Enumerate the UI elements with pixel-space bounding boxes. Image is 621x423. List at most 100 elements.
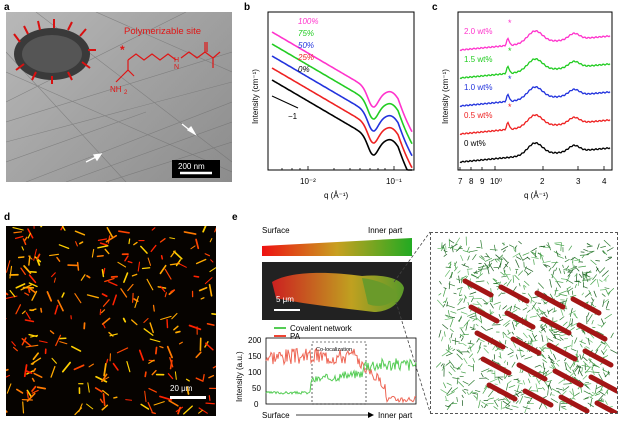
- fiber-streak: [58, 244, 70, 250]
- fiber-streak: [86, 274, 91, 279]
- fiber-streak: [6, 409, 8, 413]
- fiber-streak: [28, 282, 38, 288]
- fiber-streak: [170, 250, 176, 258]
- panel-c-xtick-3: 3: [576, 177, 581, 186]
- pa-fiber-rod: [522, 388, 554, 408]
- panel-b-curve-2: [271, 55, 413, 157]
- fiber-streak: [20, 267, 26, 276]
- profile-axis-right: Inner part: [378, 411, 413, 420]
- fiber-streak: [151, 411, 157, 415]
- panel-b-xtick-1: 10⁻²: [300, 177, 316, 186]
- fiber-streak: [138, 349, 145, 361]
- colocalization-label: Co-localization: [316, 347, 352, 353]
- fiber-streak: [127, 260, 133, 264]
- fiber-streak: [106, 358, 109, 364]
- fiber-streak: [6, 374, 11, 378]
- fiber-streak: [125, 399, 132, 401]
- fiber-streak: [96, 255, 104, 258]
- gradient-left-label: Surface: [262, 226, 290, 235]
- fiber-streak: [133, 241, 138, 246]
- fiber-streak: [140, 245, 148, 254]
- fiber-streak: [57, 299, 64, 312]
- fiber-streak: [112, 294, 117, 306]
- fiber-streak: [76, 261, 80, 271]
- fiber-streak: [36, 386, 47, 390]
- panel-b-series-label-0: 100%: [298, 17, 318, 26]
- fiber-streak: [74, 407, 83, 416]
- fiber-streak: [97, 238, 107, 241]
- fiber-streak: [61, 361, 71, 373]
- fiber-streak: [137, 261, 141, 272]
- panel-c-xtick-2: 2: [540, 177, 545, 186]
- fiber-streak: [174, 371, 177, 380]
- panel-c-xtick-1: 10⁰: [490, 177, 502, 186]
- fiber-streak: [23, 265, 32, 274]
- fiber-streak: [169, 237, 176, 240]
- profile-ytick-100: 100: [248, 368, 262, 377]
- fiber-streak: [91, 248, 95, 258]
- fiber-streak: [134, 295, 139, 308]
- fiber-streak: [104, 277, 115, 283]
- panel-b-xlabel: q (Å⁻¹): [324, 191, 349, 200]
- svg-text:N: N: [174, 64, 179, 71]
- panel-b-series-labels: 100% 75% 50% 25% 0%: [297, 17, 318, 74]
- fiber-streak: [27, 232, 31, 239]
- fiber-streak: [26, 389, 33, 398]
- fiber-streak: [32, 367, 37, 373]
- fiber-streak: [24, 292, 30, 296]
- fiber-streak: [198, 407, 208, 414]
- fiber-streak: [151, 227, 156, 231]
- fiber-streak: [159, 285, 166, 293]
- fiber-streak: [148, 387, 157, 393]
- pa-fiber-rod: [546, 342, 578, 362]
- panel-a-scalebar: 200 nm: [178, 162, 205, 171]
- panel-c-curve-1: [459, 58, 611, 80]
- fiber-streak: [173, 325, 179, 331]
- panel-c-frame: [457, 11, 613, 171]
- fiber-streak: [61, 226, 66, 231]
- fiber-streak: [21, 310, 26, 315]
- fiber-streak: [141, 267, 151, 270]
- fiber-streak: [21, 337, 27, 346]
- fiber-streak: [25, 344, 39, 348]
- pa-fiber-rod: [576, 322, 608, 342]
- fiber-streak: [175, 259, 182, 267]
- fiber-streak: [31, 385, 37, 392]
- fiber-streak: [170, 289, 176, 293]
- panel-b-series-label-3: 25%: [297, 53, 314, 62]
- fiber-streak: [127, 283, 134, 292]
- fiber-streak: [153, 401, 165, 406]
- fiber-streak: [195, 238, 200, 250]
- fiber-streak: [160, 254, 164, 260]
- fiber-streak: [31, 290, 38, 301]
- panel-c-peak-marker-0: *: [508, 18, 512, 28]
- fiber-streak: [214, 227, 216, 233]
- fiber-streak: [12, 227, 24, 231]
- fiber-3d-model-image: [430, 232, 618, 414]
- fiber-streak: [198, 409, 203, 414]
- legend-pa-label: PA: [290, 332, 301, 341]
- fiber-streak: [61, 292, 65, 298]
- fiber-streak: [204, 277, 213, 285]
- panel-b-xtick-2: 10⁻¹: [386, 177, 402, 186]
- fiber-streak: [183, 231, 197, 235]
- fiber-streak: [195, 351, 202, 359]
- fiber-streak: [102, 267, 106, 275]
- pa-fiber-rods: [462, 278, 617, 413]
- fiber-streak: [74, 293, 82, 304]
- fiber-streak: [28, 274, 37, 284]
- panel-b-label: b: [244, 2, 251, 13]
- fiber-streak: [102, 299, 110, 307]
- fiber-streak: [148, 359, 155, 364]
- pa-fiber-rod: [594, 400, 617, 413]
- panel-c-curve-2: [459, 86, 611, 108]
- fiber-streak: [11, 341, 16, 347]
- panel-c-xlabel: q (Å⁻¹): [524, 191, 549, 200]
- fiber-streak: [167, 373, 174, 380]
- fiber-streak: [21, 338, 32, 347]
- pa-fiber-rod: [552, 368, 584, 388]
- fiber-streak: [149, 338, 161, 343]
- profile-curve-covalent: [265, 357, 417, 395]
- fiber-streak: [86, 403, 94, 410]
- fiber-streak: [88, 363, 94, 368]
